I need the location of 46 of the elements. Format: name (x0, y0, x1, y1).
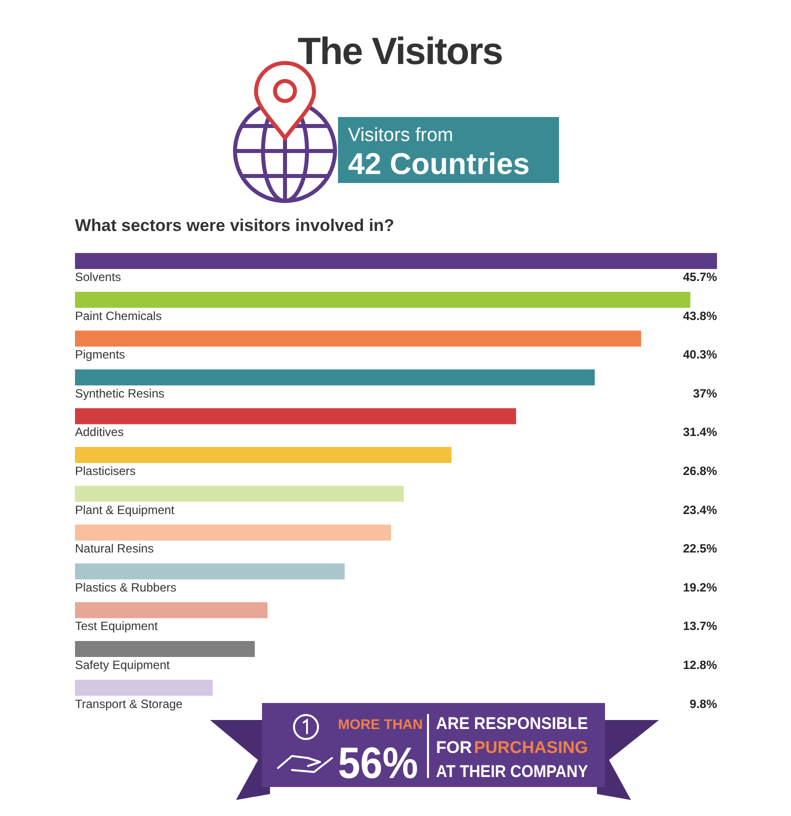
y-tick-label: Additives (75, 425, 124, 440)
text: FOR (436, 738, 472, 757)
y-tick-label: Pigments (75, 348, 126, 362)
bar (75, 641, 255, 657)
y-tick-label: Natural Resins (75, 542, 154, 556)
data-label: 40.3% (682, 348, 718, 362)
text: PURCHASING (474, 738, 588, 757)
text: 56% (338, 739, 426, 788)
data-label: 23.4% (682, 502, 718, 517)
data-label: 43.8% (682, 308, 718, 323)
y-tick-label: Plastics & Rubbers (75, 580, 176, 594)
data-label: 26.8% (682, 464, 718, 478)
bar (75, 563, 345, 580)
text: 42 Countries (348, 148, 530, 181)
text: Visitors from (348, 125, 454, 146)
data-label: 45.7% (682, 270, 718, 284)
bar (75, 524, 392, 541)
bar (75, 680, 213, 696)
bar (75, 486, 404, 502)
text: AT THEIR COMPANY (436, 762, 604, 781)
bar (75, 292, 690, 308)
bar (75, 447, 452, 463)
y-tick-label: Paint Chemicals (75, 308, 162, 323)
annotation: MORE THAN (338, 716, 423, 732)
bar (75, 330, 642, 347)
y-tick-label: Plant & Equipment (75, 502, 176, 517)
y-tick-label: Synthetic Resins (75, 386, 164, 400)
data-label: 31.4% (682, 425, 718, 440)
y-tick-label: Test Equipment (75, 619, 158, 634)
y-tick-label: Plasticisers (75, 464, 136, 478)
data-label: 12.8% (682, 658, 718, 672)
y-tick-label: Safety Equipment (75, 658, 170, 672)
bar (75, 369, 595, 386)
annotation: ARE RESPONSIBLE (436, 714, 598, 733)
data-label: 37% (692, 386, 718, 400)
y-tick-label: Solvents (75, 270, 122, 284)
data-label: 13.7% (682, 619, 718, 634)
y-tick-label: Transport & Storage (75, 696, 183, 711)
bar (75, 602, 268, 618)
chart-title: The Visitors (298, 31, 502, 73)
bar (75, 253, 717, 269)
chart-subtitle: What sectors were visitors involved in? (75, 216, 394, 235)
bar (75, 408, 516, 424)
data-label: 22.5% (682, 542, 718, 556)
data-label: 19.2% (682, 580, 718, 594)
data-label: 9.8% (690, 696, 718, 711)
